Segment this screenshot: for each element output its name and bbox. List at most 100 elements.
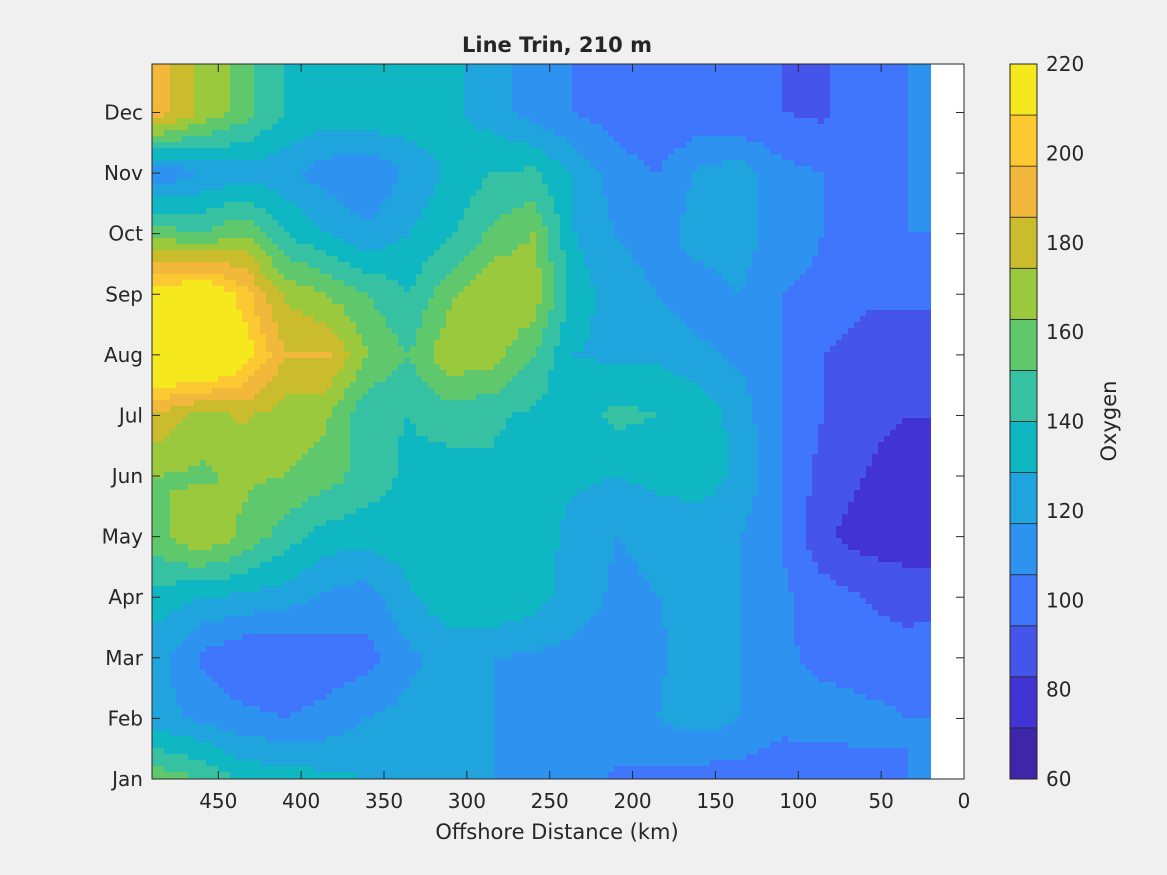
contour-cell bbox=[584, 160, 591, 167]
contour-cell bbox=[392, 100, 399, 107]
contour-cell bbox=[326, 280, 333, 287]
contour-cell bbox=[536, 202, 543, 209]
contour-cell bbox=[698, 232, 705, 239]
contour-cell bbox=[392, 256, 399, 263]
contour-cell bbox=[632, 136, 639, 143]
contour-cell bbox=[194, 160, 201, 167]
contour-cell bbox=[278, 286, 285, 293]
contour-cell bbox=[470, 178, 477, 185]
contour-cell bbox=[458, 202, 465, 209]
contour-cell bbox=[200, 232, 207, 239]
contour-cell bbox=[368, 76, 375, 83]
contour-cell bbox=[500, 166, 507, 173]
contour-cell bbox=[794, 148, 801, 155]
contour-cell bbox=[926, 154, 931, 161]
contour-cell bbox=[722, 94, 729, 101]
contour-cell bbox=[890, 214, 897, 221]
contour-cell bbox=[776, 238, 783, 245]
contour-cell bbox=[908, 262, 915, 269]
contour-cell bbox=[770, 178, 777, 185]
contour-cell bbox=[794, 208, 801, 215]
contour-cell bbox=[836, 244, 843, 251]
contour-cell bbox=[230, 112, 237, 119]
contour-cell bbox=[362, 232, 369, 239]
contour-cell bbox=[620, 268, 627, 275]
contour-cell bbox=[236, 124, 243, 131]
contour-cell bbox=[836, 82, 843, 89]
contour-cell bbox=[848, 208, 855, 215]
contour-cell bbox=[416, 196, 423, 203]
contour-cell bbox=[722, 262, 729, 269]
contour-cell bbox=[194, 136, 201, 143]
contour-cell bbox=[482, 274, 489, 281]
contour-cell bbox=[782, 214, 789, 221]
contour-cell bbox=[290, 262, 297, 269]
contour-cell bbox=[740, 112, 747, 119]
contour-cell bbox=[596, 124, 603, 131]
contour-cell bbox=[464, 256, 471, 263]
contour-cell bbox=[758, 268, 765, 275]
contour-cell bbox=[572, 268, 579, 275]
contour-cell bbox=[440, 136, 447, 143]
contour-cell bbox=[266, 220, 273, 227]
contour-cell bbox=[242, 124, 249, 131]
contour-cell bbox=[668, 82, 675, 89]
contour-cell bbox=[518, 250, 525, 257]
contour-cell bbox=[818, 286, 825, 293]
contour-cell bbox=[428, 202, 435, 209]
contour-cell bbox=[416, 232, 423, 239]
contour-cell bbox=[314, 70, 321, 77]
contour-cell bbox=[590, 100, 597, 107]
contour-cell bbox=[626, 280, 633, 287]
contour-cell bbox=[698, 280, 705, 287]
contour-cell bbox=[164, 262, 171, 269]
contour-cell bbox=[848, 262, 855, 269]
contour-cell bbox=[722, 154, 729, 161]
contour-cell bbox=[686, 232, 693, 239]
contour-cell bbox=[386, 280, 393, 287]
contour-cell bbox=[818, 142, 825, 149]
contour-cell bbox=[578, 244, 585, 251]
contour-cell bbox=[800, 70, 807, 77]
contour-cell bbox=[272, 196, 279, 203]
contour-cell bbox=[320, 178, 327, 185]
contour-cell bbox=[734, 64, 741, 71]
contour-cell bbox=[596, 262, 603, 269]
contour-cell bbox=[644, 202, 651, 209]
contour-cell bbox=[854, 256, 861, 263]
contour-cell bbox=[890, 82, 897, 89]
contour-cell bbox=[722, 130, 729, 137]
contour-cell bbox=[554, 184, 561, 191]
contour-cell bbox=[290, 244, 297, 251]
contour-cell bbox=[200, 160, 207, 167]
contour-cell bbox=[608, 94, 615, 101]
contour-cell bbox=[470, 112, 477, 119]
contour-cell bbox=[380, 274, 387, 281]
contour-cell bbox=[590, 70, 597, 77]
contour-cell bbox=[404, 190, 411, 197]
contour-cell bbox=[494, 64, 501, 71]
contour-cell bbox=[332, 244, 339, 251]
contour-cell bbox=[164, 220, 171, 227]
contour-cell bbox=[332, 112, 339, 119]
contour-cell bbox=[290, 196, 297, 203]
contour-cell bbox=[218, 196, 225, 203]
contour-cell bbox=[806, 184, 813, 191]
contour-cell bbox=[254, 166, 261, 173]
contour-cell bbox=[758, 136, 765, 143]
contour-cell bbox=[428, 166, 435, 173]
contour-cell bbox=[530, 142, 537, 149]
contour-cell bbox=[602, 130, 609, 137]
contour-field bbox=[152, 64, 931, 779]
contour-cell bbox=[434, 238, 441, 245]
contour-cell bbox=[296, 220, 303, 227]
contour-cell bbox=[230, 244, 237, 251]
contour-cell bbox=[338, 106, 345, 113]
contour-cell bbox=[788, 82, 795, 89]
contour-cell bbox=[800, 232, 807, 239]
contour-cell bbox=[740, 268, 747, 275]
contour-cell bbox=[158, 70, 165, 77]
contour-cell bbox=[494, 88, 501, 95]
contour-cell bbox=[794, 280, 801, 287]
contour-cell bbox=[692, 154, 699, 161]
